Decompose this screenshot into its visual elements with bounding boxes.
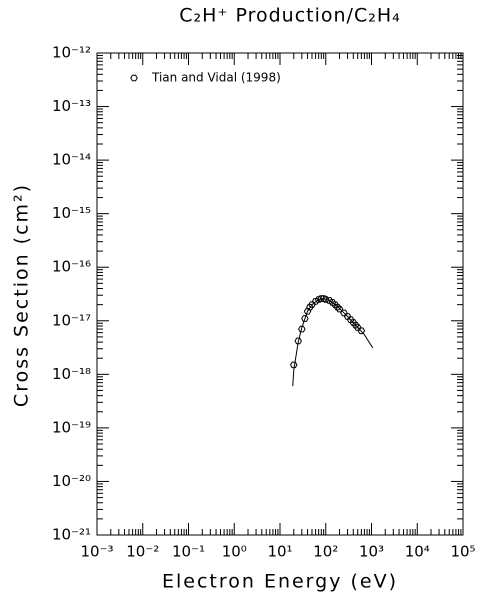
data-point xyxy=(331,301,339,308)
x-tick-label: 10³ xyxy=(359,543,384,561)
data-point xyxy=(325,297,334,304)
y-tick-label: 10⁻¹⁵ xyxy=(52,204,91,222)
data-point xyxy=(328,299,337,306)
x-tick-label: 10² xyxy=(313,543,338,561)
data-point xyxy=(311,298,320,305)
y-tick-label: 10⁻²¹ xyxy=(52,526,91,544)
fit-line xyxy=(292,298,374,387)
legend-label: Tian and Vidal (1998) xyxy=(151,71,281,85)
x-tick-label: 10⁻² xyxy=(126,543,159,561)
x-tick-label: 10⁰ xyxy=(222,543,247,561)
x-tick-label: 10⁴ xyxy=(405,543,430,561)
y-tick-label: 10⁻¹⁹ xyxy=(52,418,91,436)
x-axis-label: Electron Energy (eV) xyxy=(162,571,398,593)
data-point xyxy=(349,319,358,326)
plot-frame xyxy=(96,52,464,536)
y-tick-label: 10⁻¹² xyxy=(52,44,91,62)
data-point xyxy=(319,295,328,302)
data-point xyxy=(333,303,342,311)
y-tick-label: 10⁻¹⁶ xyxy=(52,258,91,276)
x-tick-label: 10⁻³ xyxy=(80,543,113,561)
legend-marker xyxy=(130,74,138,82)
data-point xyxy=(289,361,298,369)
data-point xyxy=(314,296,323,303)
y-tick-label: 10⁻¹³ xyxy=(52,97,91,115)
data-point xyxy=(353,324,362,331)
data-point xyxy=(294,337,302,345)
data-point xyxy=(308,301,316,308)
y-tick-label: 10⁻²⁰ xyxy=(52,472,91,490)
data-point xyxy=(343,313,352,320)
x-tick-label: 10⁻¹ xyxy=(172,543,205,561)
x-tick-label: 10¹ xyxy=(267,543,292,561)
data-point xyxy=(298,325,306,333)
y-tick-label: 10⁻¹⁷ xyxy=(52,311,91,329)
y-tick-label: 10⁻¹⁴ xyxy=(52,151,91,169)
x-tick-label: 10⁵ xyxy=(450,543,475,561)
data-point xyxy=(346,316,355,323)
data-point xyxy=(340,309,348,317)
y-axis-label: Cross Section (cm²) xyxy=(11,183,33,407)
data-point xyxy=(306,303,314,311)
data-point xyxy=(351,321,360,329)
chart-title: C₂H⁺ Production/C₂H₄ xyxy=(179,5,401,27)
y-tick-label: 10⁻¹⁸ xyxy=(52,365,91,383)
